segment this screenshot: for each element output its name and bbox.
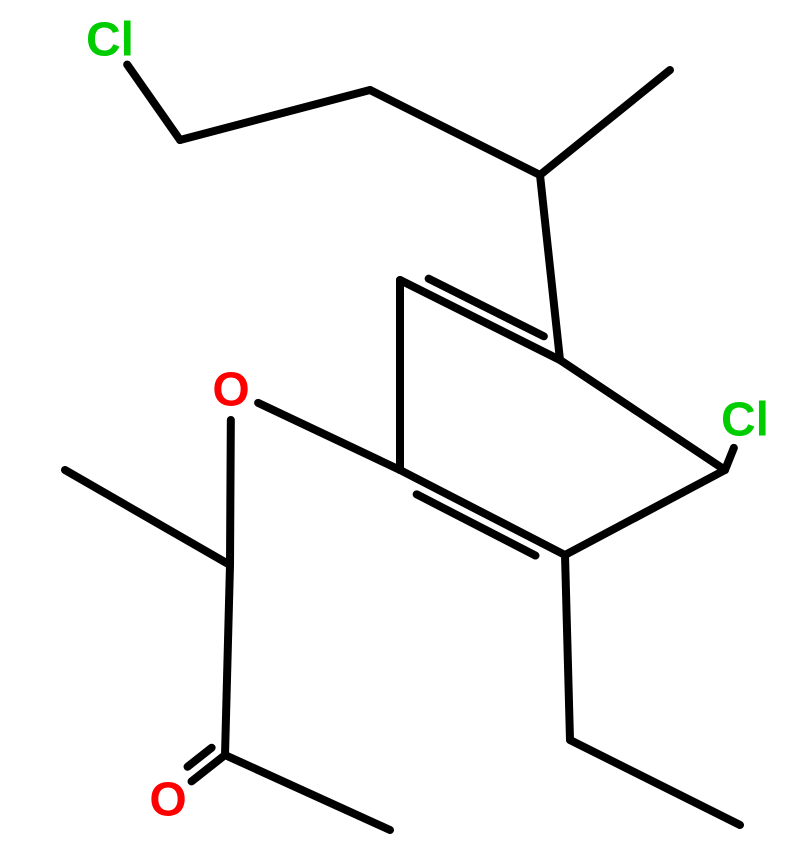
bond-line [370,90,540,175]
bond-line [400,470,565,555]
bond-line [230,420,231,565]
bond-line [565,470,725,555]
bond-line [540,70,670,175]
bond-line [560,360,725,470]
molecule-svg: Cl Cl O O [0,0,800,844]
atom-label-o: O [212,364,249,417]
bond-line [225,755,390,830]
bond-line [180,90,370,140]
bond-line [570,740,740,825]
atom-label-cl: Cl [721,394,769,447]
atom-label-cl: Cl [86,14,134,67]
atom-label-o: O [149,774,186,827]
bond-line [65,470,230,565]
bond-line [725,448,734,470]
molecule-diagram: Cl Cl O O [0,0,800,844]
bond-line [565,555,570,740]
bond-line [225,565,230,755]
bond-line [417,494,536,555]
bond-line [400,280,560,360]
bond-line [258,403,400,470]
bond-line [429,279,544,337]
bonds-group [65,65,740,830]
bond-line [127,65,180,140]
